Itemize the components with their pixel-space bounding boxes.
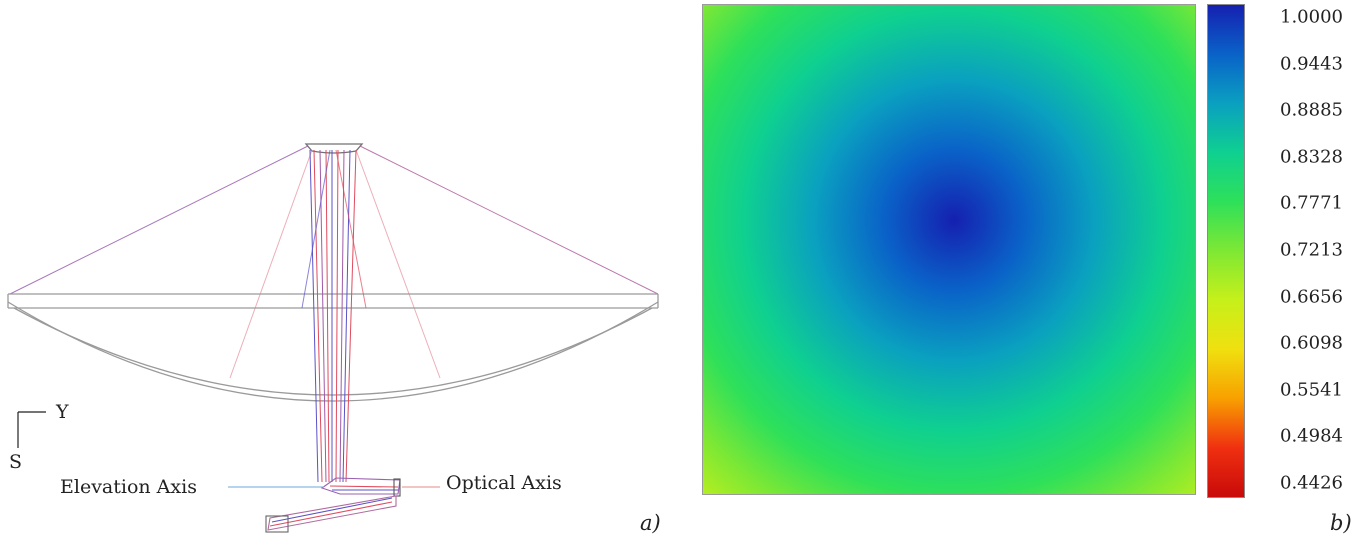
- primary-mirror: [7, 293, 659, 402]
- panel-a-tag: a): [640, 511, 661, 535]
- colorbar: [1207, 4, 1245, 498]
- colorbar-tick-label: 0.7771: [1280, 192, 1343, 214]
- marginal-rays: [9, 145, 659, 379]
- central-ray-bundle: [301, 149, 367, 483]
- panel-b-tag: b): [1330, 511, 1352, 535]
- colorbar-tick-label: 0.4984: [1280, 425, 1343, 447]
- colorbar-tick-label: 0.7213: [1280, 239, 1343, 261]
- axis-y-label: Y: [56, 401, 69, 423]
- colorbar-tick-label: 0.4426: [1280, 472, 1343, 494]
- elevation-axis-label: Elevation Axis: [60, 476, 197, 498]
- telescope-optical-layout: [7, 143, 659, 533]
- axis-s-label: S: [9, 451, 23, 473]
- coude-fold-mirrors: [265, 477, 401, 533]
- colorbar-tick-label: 0.8328: [1280, 146, 1343, 168]
- colorbar-tick-label: 0.6656: [1280, 286, 1343, 308]
- colorbar-tick-label: 0.8885: [1280, 99, 1343, 121]
- intensity-map: [702, 4, 1196, 495]
- colorbar-tick-label: 0.6098: [1280, 332, 1343, 354]
- coordinate-triad: [17, 411, 46, 448]
- colorbar-tick-label: 0.5541: [1280, 379, 1343, 401]
- optical-axis-label: Optical Axis: [446, 472, 562, 494]
- colorbar-tick-label: 1.0000: [1280, 6, 1343, 28]
- colorbar-tick-label: 0.9443: [1280, 53, 1343, 75]
